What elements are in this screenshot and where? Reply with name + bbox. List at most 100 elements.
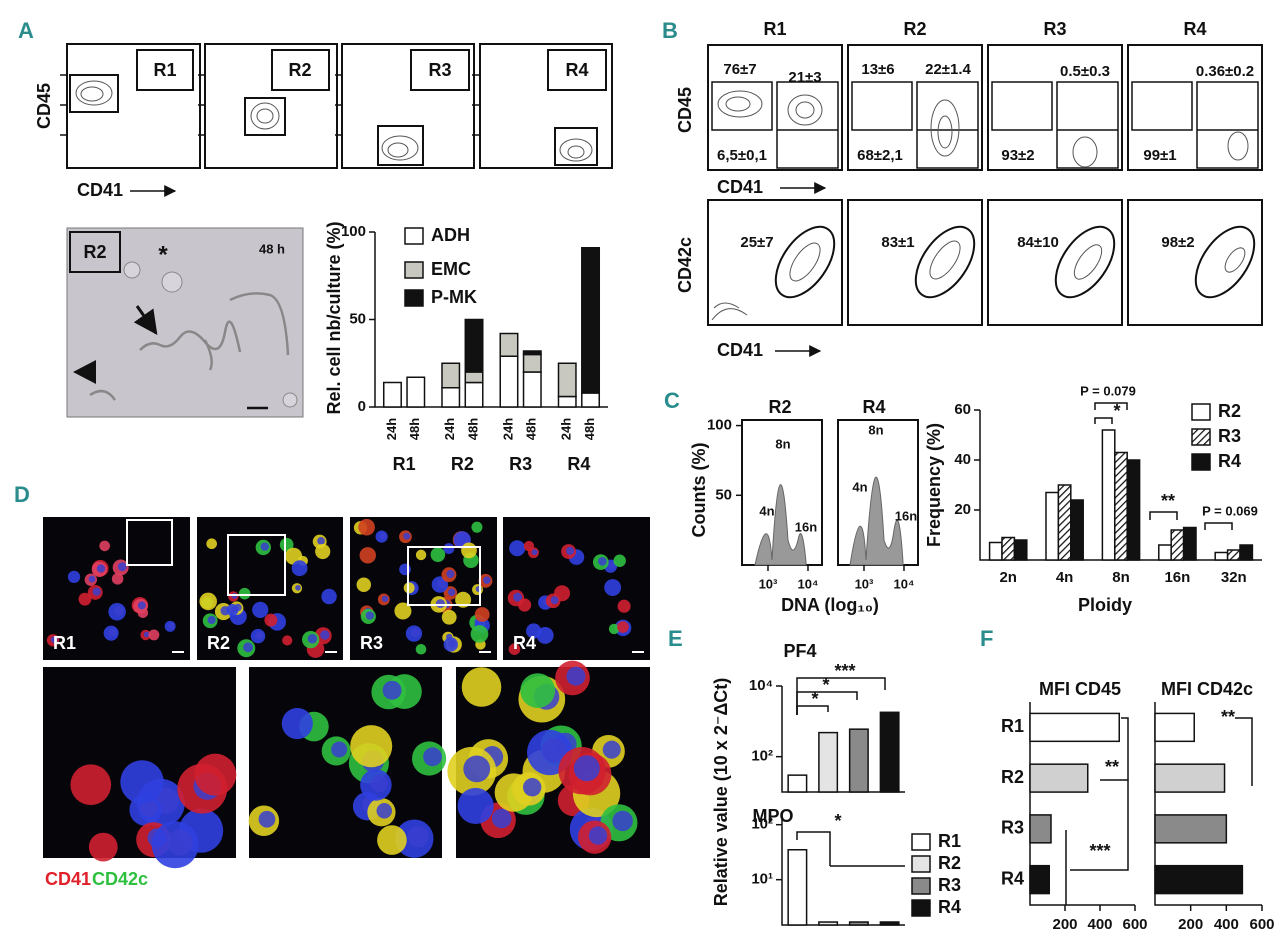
cell xyxy=(457,787,494,825)
cell xyxy=(206,538,217,550)
gate-value: 13±6 xyxy=(861,61,894,78)
cell xyxy=(281,707,313,740)
contour xyxy=(1073,244,1103,280)
legend-label: R4 xyxy=(1218,451,1241,471)
annotation: P = 0.069 xyxy=(1202,503,1258,518)
annotation: ** xyxy=(1221,707,1235,727)
image-label: R1 xyxy=(53,633,76,653)
contour xyxy=(75,80,113,106)
image-label: R2 xyxy=(83,242,106,262)
cell xyxy=(291,560,308,577)
nucleus xyxy=(370,774,388,793)
peak-label: 4n xyxy=(759,503,774,518)
nucleus xyxy=(423,747,442,767)
cell xyxy=(403,582,415,594)
flow-frame xyxy=(847,44,983,171)
chart-title: MPO xyxy=(752,806,793,826)
nucleus xyxy=(230,606,237,613)
bar xyxy=(1226,549,1241,561)
nucleus xyxy=(320,630,330,640)
y-tick-label: 100 xyxy=(341,223,366,240)
legend-label: R2 xyxy=(938,853,961,873)
cell xyxy=(526,623,542,639)
bar xyxy=(1182,526,1197,561)
x-tick-label: 600 xyxy=(1122,916,1147,933)
cell xyxy=(399,563,411,576)
inset-box xyxy=(407,546,481,606)
gate-value: 22±1.4 xyxy=(925,61,971,78)
nucleus xyxy=(491,808,512,829)
cell xyxy=(415,549,427,561)
gate-box xyxy=(69,231,121,273)
x-tick-label: 48h xyxy=(524,418,539,440)
bar xyxy=(581,392,601,408)
bar xyxy=(1101,429,1116,561)
contour xyxy=(256,108,274,124)
bar xyxy=(464,318,484,373)
cell xyxy=(315,543,331,560)
x-tick-label: 10³ xyxy=(855,576,874,591)
annotation: ** xyxy=(1161,491,1175,511)
x-tick-label: 24h xyxy=(442,418,457,440)
nucleus xyxy=(295,584,301,591)
bar xyxy=(1214,551,1229,561)
peak-label: 8n xyxy=(775,436,790,451)
bar xyxy=(1029,864,1050,895)
peak-label: 8n xyxy=(868,422,883,437)
cell xyxy=(415,643,427,655)
cell xyxy=(441,609,457,625)
contour xyxy=(795,101,815,119)
nucleus xyxy=(483,576,491,585)
x-axis-label: CD41 xyxy=(717,340,763,360)
nucleus xyxy=(258,810,276,828)
x-tick-label: 600 xyxy=(1249,916,1274,933)
contour xyxy=(1224,247,1246,273)
cell xyxy=(252,601,269,618)
bar xyxy=(1154,763,1226,793)
nucleus xyxy=(88,575,96,583)
chart-title: MFI CD42c xyxy=(1161,679,1253,699)
contour xyxy=(381,135,419,161)
gate-box xyxy=(271,49,330,91)
x-tick-label: 24h xyxy=(500,418,515,440)
contour xyxy=(1227,131,1249,161)
y-tick-label: 20 xyxy=(954,501,971,518)
micrograph-image xyxy=(503,517,650,660)
nucleus xyxy=(523,778,542,797)
significance-bracket xyxy=(1204,522,1233,530)
bar xyxy=(1045,491,1060,561)
x-axis-label: DNA (log₁₀) xyxy=(781,595,879,615)
gate-value: 76±7 xyxy=(723,61,756,78)
cell xyxy=(67,570,81,584)
contour xyxy=(929,240,961,280)
bar xyxy=(499,355,519,408)
cell xyxy=(238,587,251,600)
flow-frame xyxy=(847,199,983,326)
image-label: R2 xyxy=(207,633,230,653)
arrowhead xyxy=(73,360,96,384)
nucleus xyxy=(255,631,264,640)
gate-label: R2 xyxy=(288,60,311,80)
y-axis-label: CD45 xyxy=(675,87,695,133)
bar xyxy=(1114,451,1128,561)
flow-frame xyxy=(707,199,843,326)
gate-value: 99±1 xyxy=(1143,147,1176,164)
annotation: * xyxy=(158,241,168,268)
legend-label: R1 xyxy=(938,831,961,851)
gate-value: 98±2 xyxy=(1161,234,1194,251)
bar xyxy=(522,350,542,356)
panel-label: E xyxy=(668,626,683,651)
cell xyxy=(350,725,393,768)
image-label: R4 xyxy=(513,633,536,653)
annotation: * xyxy=(834,811,841,831)
bar xyxy=(499,332,519,357)
significance-bracket xyxy=(1094,402,1128,410)
x-tick-label: 24h xyxy=(559,418,574,440)
gate-value: 21±3 xyxy=(788,69,821,86)
legend-swatch xyxy=(911,833,931,851)
x-tick-label: 10⁴ xyxy=(894,576,915,591)
bar xyxy=(1126,459,1141,561)
y-tick-label: R2 xyxy=(1001,767,1024,787)
significance-bracket xyxy=(1094,417,1113,424)
nucleus xyxy=(331,741,348,758)
